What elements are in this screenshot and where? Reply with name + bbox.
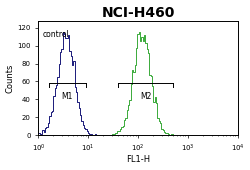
Title: NCI-H460: NCI-H460 <box>101 6 175 20</box>
Text: M2: M2 <box>140 92 151 101</box>
Text: control: control <box>42 30 69 39</box>
X-axis label: FL1-H: FL1-H <box>126 155 150 164</box>
Y-axis label: Counts: Counts <box>6 63 15 93</box>
Text: M1: M1 <box>62 92 73 101</box>
